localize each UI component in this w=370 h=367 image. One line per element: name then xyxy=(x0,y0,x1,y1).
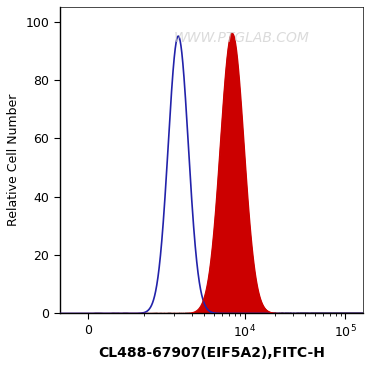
Text: WWW.PTGLAB.COM: WWW.PTGLAB.COM xyxy=(174,30,310,45)
Y-axis label: Relative Cell Number: Relative Cell Number xyxy=(7,94,20,226)
X-axis label: CL488-67907(EIF5A2),FITC-H: CL488-67907(EIF5A2),FITC-H xyxy=(98,346,325,360)
